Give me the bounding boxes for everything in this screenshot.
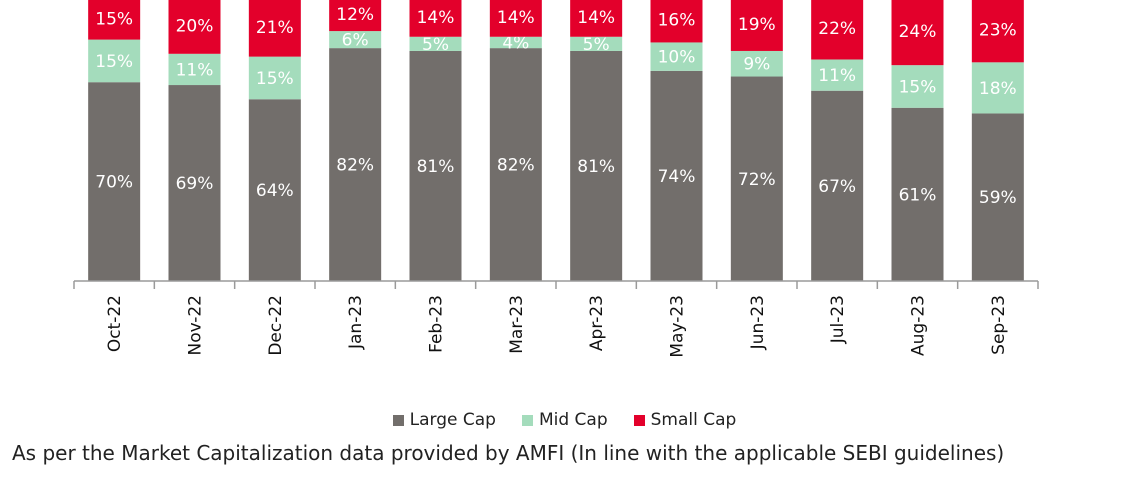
data-label-small-cap-sep-23: 23% <box>979 21 1017 41</box>
bar-small-cap-jul-23 <box>811 0 864 60</box>
bar-mid-cap-aug-23 <box>891 65 944 108</box>
x-tick-label-jun-23: Jun-23 <box>748 295 768 350</box>
bar-mid-cap-feb-23 <box>409 36 462 51</box>
data-label-large-cap-jul-23: 67% <box>818 177 856 197</box>
data-label-large-cap-apr-23: 81% <box>577 157 615 177</box>
stacked-bar-chart: 70% 15% 15% 69% 11% 20% 64% 15% 21% 82% 6% 12% 81% 5%… <box>73 0 1039 358</box>
bar-mid-cap-nov-22 <box>168 53 221 86</box>
data-label-large-cap-jun-23: 72% <box>738 170 776 190</box>
bar-large-cap-may-23 <box>650 70 703 281</box>
data-label-small-cap-jan-23: 12% <box>336 5 374 25</box>
bar-large-cap-jan-23 <box>329 48 382 282</box>
data-label-mid-cap-dec-22: 15% <box>256 69 294 89</box>
data-label-small-cap-feb-23: 14% <box>417 8 455 28</box>
legend-item-large-cap: Large Cap <box>392 410 496 430</box>
legend-swatch-mid-cap <box>521 414 533 426</box>
bar-large-cap-mar-23 <box>489 48 542 282</box>
data-label-large-cap-aug-23: 61% <box>899 185 937 205</box>
legend-item-mid-cap: Mid Cap <box>521 410 608 430</box>
data-label-mid-cap-mar-23: 4% <box>502 33 529 53</box>
chart-legend: Large Cap Mid Cap Small Cap <box>0 410 1129 430</box>
x-tick-label-nov-22: Nov-22 <box>186 295 206 356</box>
bar-large-cap-sep-23 <box>971 113 1024 281</box>
bar-small-cap-mar-23 <box>489 0 542 37</box>
bar-large-cap-nov-22 <box>168 85 221 281</box>
data-label-mid-cap-jan-23: 6% <box>342 31 369 51</box>
x-tick-label-mar-23: Mar-23 <box>507 295 527 354</box>
data-label-large-cap-oct-22: 70% <box>95 173 133 193</box>
x-tick-label-aug-23: Aug-23 <box>909 295 929 356</box>
bar-mid-cap-apr-23 <box>570 36 623 51</box>
bar-mid-cap-dec-22 <box>248 56 301 100</box>
data-label-mid-cap-jun-23: 9% <box>743 55 770 75</box>
data-label-small-cap-aug-23: 24% <box>899 22 937 42</box>
data-label-small-cap-dec-22: 21% <box>256 18 294 38</box>
bar-mid-cap-mar-23 <box>489 36 542 49</box>
bar-mid-cap-jun-23 <box>730 50 783 77</box>
data-label-mid-cap-aug-23: 15% <box>899 77 937 97</box>
bar-large-cap-apr-23 <box>570 50 623 282</box>
bar-mid-cap-may-23 <box>650 42 703 71</box>
data-label-large-cap-may-23: 74% <box>658 167 696 187</box>
data-label-mid-cap-oct-22: 15% <box>95 52 133 72</box>
legend-label-large-cap: Large Cap <box>409 410 496 430</box>
data-label-large-cap-nov-22: 69% <box>176 174 214 194</box>
x-tick-label-jul-23: Jul-23 <box>828 295 848 344</box>
data-label-small-cap-mar-23: 14% <box>497 8 535 28</box>
bar-small-cap-oct-22 <box>88 0 141 40</box>
bar-large-cap-jul-23 <box>811 90 864 281</box>
bar-small-cap-jan-23 <box>329 0 382 32</box>
bar-small-cap-sep-23 <box>971 0 1024 63</box>
bar-small-cap-nov-22 <box>168 0 221 54</box>
x-tick-label-apr-23: Apr-23 <box>587 295 607 351</box>
data-label-large-cap-feb-23: 81% <box>417 157 455 177</box>
data-label-large-cap-mar-23: 82% <box>497 156 535 176</box>
data-label-small-cap-oct-22: 15% <box>95 9 133 29</box>
x-tick-label-feb-23: Feb-23 <box>427 295 447 353</box>
data-label-mid-cap-nov-22: 11% <box>176 60 214 80</box>
bar-small-cap-jun-23 <box>730 0 783 51</box>
bar-mid-cap-jan-23 <box>329 31 382 49</box>
data-label-small-cap-jun-23: 19% <box>738 15 776 35</box>
bar-small-cap-feb-23 <box>409 0 462 37</box>
data-label-large-cap-jan-23: 82% <box>336 156 374 176</box>
x-tick-label-sep-23: Sep-23 <box>989 295 1009 355</box>
data-label-mid-cap-feb-23: 5% <box>422 35 449 55</box>
bar-mid-cap-sep-23 <box>971 62 1024 114</box>
bar-small-cap-aug-23 <box>891 0 944 66</box>
legend-label-small-cap: Small Cap <box>650 410 737 430</box>
bar-small-cap-apr-23 <box>570 0 623 37</box>
bar-mid-cap-oct-22 <box>88 39 141 83</box>
data-label-mid-cap-may-23: 10% <box>658 48 696 68</box>
data-label-small-cap-apr-23: 14% <box>577 8 615 28</box>
legend-label-mid-cap: Mid Cap <box>538 410 608 430</box>
data-label-mid-cap-jul-23: 11% <box>818 66 856 86</box>
x-tick-label-jan-23: Jan-23 <box>346 295 366 350</box>
data-label-large-cap-sep-23: 59% <box>979 188 1017 208</box>
legend-swatch-small-cap <box>633 414 645 426</box>
bar-large-cap-dec-22 <box>248 99 301 282</box>
legend-item-small-cap: Small Cap <box>633 410 737 430</box>
data-label-mid-cap-sep-23: 18% <box>979 79 1017 99</box>
data-label-large-cap-dec-22: 64% <box>256 181 294 201</box>
x-tick-label-may-23: May-23 <box>668 295 688 358</box>
bar-small-cap-dec-22 <box>248 0 301 57</box>
footnote: As per the Market Capitalization data pr… <box>12 441 1005 465</box>
bar-large-cap-feb-23 <box>409 50 462 282</box>
data-label-small-cap-jul-23: 22% <box>818 19 856 39</box>
legend-swatch-large-cap <box>392 414 404 426</box>
bar-mid-cap-jul-23 <box>811 59 864 91</box>
data-label-small-cap-may-23: 16% <box>658 11 696 31</box>
x-tick-label-oct-22: Oct-22 <box>105 295 125 352</box>
bar-large-cap-jun-23 <box>730 76 783 282</box>
data-label-small-cap-nov-22: 20% <box>176 16 214 36</box>
bar-large-cap-aug-23 <box>891 107 944 281</box>
x-tick-label-dec-22: Dec-22 <box>266 295 286 356</box>
data-label-mid-cap-apr-23: 5% <box>583 35 610 55</box>
bar-small-cap-may-23 <box>650 0 703 43</box>
bar-large-cap-oct-22 <box>88 82 141 281</box>
